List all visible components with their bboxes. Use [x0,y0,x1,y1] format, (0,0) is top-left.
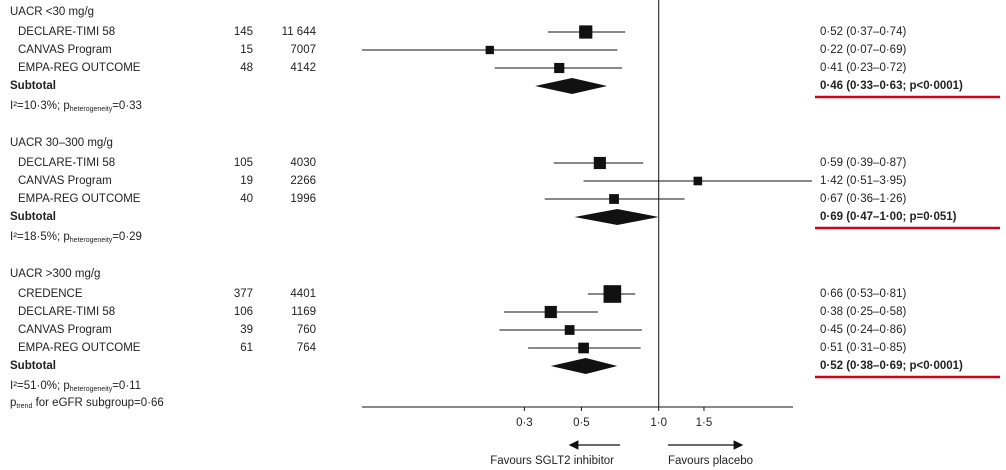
heterogeneity: ptrend for eGFR subgroup=0·66 [10,397,164,410]
subtotal-diamond [574,209,658,225]
subtotal-name: Subtotal [10,80,56,92]
point-estimate [694,177,703,186]
point-estimate [578,343,589,354]
x-tick-label: 1·0 [650,417,667,429]
study-name: CREDENCE [18,288,83,300]
participants: 2266 [290,175,316,187]
events: 377 [234,288,253,300]
point-estimate [554,63,564,73]
x-tick-label: 1·5 [696,417,713,429]
subtotal-label: 0·46 (0·33–0·63; p<0·0001) [820,80,963,92]
point-estimate [545,306,557,318]
heterogeneity: I²=51·0%; pheterogeneity=0·11 [10,380,141,393]
estimate-label: 0·67 (0·36–1·26) [820,193,906,205]
study-name: DECLARE-TIMI 58 [18,306,115,318]
estimate-label: 0·38 (0·25–0·58) [820,306,906,318]
forest-plot: Favours SGLT2 inhibitor Favours placebo … [0,0,1006,470]
heterogeneity-i2: I²=18·5%; [10,231,63,243]
heterogeneity-rest: =0·33 [112,100,142,112]
point-estimate [609,194,619,204]
subtotal-name: Subtotal [10,211,56,223]
participants: 4401 [290,288,316,300]
estimate-label: 0·51 (0·31–0·85) [820,342,906,354]
study-name: DECLARE-TIMI 58 [18,157,115,169]
participants: 11 644 [282,26,317,38]
study-name: CANVAS Program [18,324,112,336]
subtotal-label: 0·69 (0·47–1·00; p=0·051) [820,211,957,223]
study-name: EMPA-REG OUTCOME [18,342,141,354]
heterogeneity-i2: I²=51·0%; [10,380,63,392]
heterogeneity: I²=18·5%; pheterogeneity=0·29 [10,231,142,244]
heterogeneity-sub: heterogeneity [70,386,113,393]
x-tick-label: 0·5 [573,417,590,429]
heterogeneity-i2: I²=10·3%; [10,100,63,112]
heterogeneity: I²=10·3%; pheterogeneity=0·33 [10,100,142,113]
estimate-label: 1·42 (0·51–3·95) [820,175,906,187]
participants: 764 [297,342,317,354]
estimate-label: 0·66 (0·53–0·81) [820,288,906,300]
point-estimate [486,46,494,54]
point-estimate [594,157,606,169]
estimate-label: 0·59 (0·39–0·87) [820,157,906,169]
study-name: CANVAS Program [18,175,112,187]
group-title: UACR >300 mg/g [10,268,100,280]
heterogeneity-sub: heterogeneity [70,237,113,244]
point-estimate [604,285,622,303]
favours-left: Favours SGLT2 inhibitor [490,455,614,467]
events: 61 [240,342,253,354]
events: 39 [240,324,253,336]
study-name: EMPA-REG OUTCOME [18,193,141,205]
group-title: UACR <30 mg/g [10,6,94,18]
estimate-label: 0·45 (0·24–0·86) [820,324,906,336]
events: 19 [240,175,253,187]
subtotal-diamond [535,78,607,94]
events: 106 [234,306,253,318]
subtotal-name: Subtotal [10,360,56,372]
point-estimate [579,25,592,38]
study-name: EMPA-REG OUTCOME [18,62,141,74]
heterogeneity-sub: heterogeneity [70,106,113,113]
participants: 4142 [290,62,316,74]
estimate-label: 0·22 (0·07–0·69) [820,44,906,56]
study-name: CANVAS Program [18,44,112,56]
subtotal-label: 0·52 (0·38–0·69; p<0·0001) [820,360,963,372]
participants: 1996 [290,193,316,205]
study-name: DECLARE-TIMI 58 [18,26,115,38]
events: 145 [234,26,253,38]
favours-right: Favours placebo [668,455,753,467]
heterogeneity-rest: =0·29 [112,231,142,243]
heterogeneity-sub: trend [16,403,32,410]
participants: 7007 [290,44,316,56]
participants: 1169 [291,306,316,318]
participants: 4030 [290,157,316,169]
participants: 760 [297,324,316,336]
events: 48 [240,62,253,74]
heterogeneity-rest: =0·11 [112,380,141,392]
estimate-label: 0·41 (0·23–0·72) [820,62,906,74]
events: 40 [240,193,253,205]
x-tick-label: 0·3 [516,417,533,429]
heterogeneity-rest: for eGFR subgroup=0·66 [32,397,163,409]
events: 105 [234,157,253,169]
subtotal-diamond [551,358,618,374]
estimate-label: 0·52 (0·37–0·74) [820,26,906,38]
events: 15 [240,44,253,56]
group-title: UACR 30–300 mg/g [10,137,113,149]
point-estimate [565,325,575,335]
